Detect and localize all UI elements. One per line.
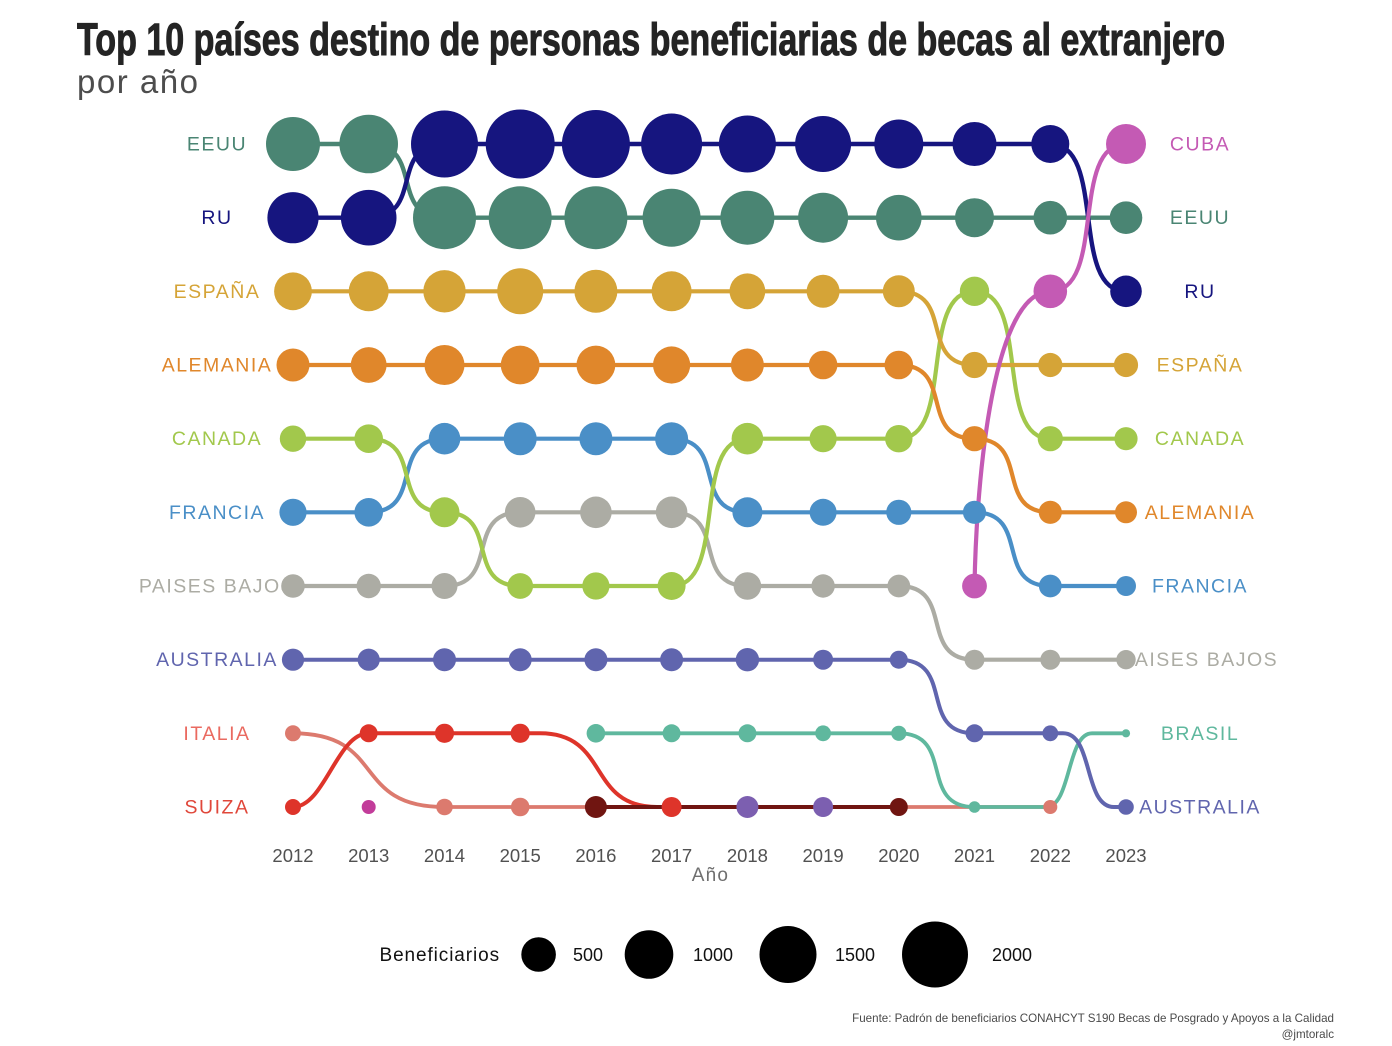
svg-text:2013: 2013 (348, 845, 389, 866)
svg-text:2017: 2017 (651, 845, 692, 866)
svg-text:CANADA: CANADA (1155, 428, 1245, 450)
svg-text:EEUU: EEUU (1170, 207, 1230, 229)
svg-text:FRANCIA: FRANCIA (169, 502, 265, 524)
svg-text:Año: Año (692, 865, 729, 886)
svg-text:2012: 2012 (272, 845, 313, 866)
svg-text:Beneficiarios: Beneficiarios (380, 945, 500, 966)
svg-text:2016: 2016 (575, 845, 616, 866)
svg-text:2018: 2018 (727, 845, 768, 866)
svg-text:2022: 2022 (1030, 845, 1071, 866)
svg-text:PAISES BAJOS: PAISES BAJOS (1122, 649, 1278, 671)
svg-text:ALEMANIA: ALEMANIA (162, 355, 273, 377)
svg-text:Top 10 países destino de perso: Top 10 países destino de personas benefi… (77, 14, 1225, 65)
svg-text:PAISES BAJOS: PAISES BAJOS (139, 576, 295, 598)
svg-text:ESPAÑA: ESPAÑA (174, 279, 261, 303)
svg-text:BRASIL: BRASIL (1161, 723, 1239, 745)
svg-text:EEUU: EEUU (187, 134, 247, 156)
svg-text:ITALIA: ITALIA (183, 723, 250, 745)
svg-text:ALEMANIA: ALEMANIA (1145, 502, 1256, 524)
svg-text:@jmtoralc: @jmtoralc (1282, 1028, 1335, 1041)
svg-text:FRANCIA: FRANCIA (1152, 576, 1248, 598)
svg-text:2020: 2020 (878, 845, 919, 866)
svg-text:RU: RU (1184, 281, 1215, 303)
svg-text:ESPAÑA: ESPAÑA (1157, 353, 1244, 377)
svg-text:500: 500 (573, 945, 603, 965)
svg-text:RU: RU (201, 207, 232, 229)
svg-text:2023: 2023 (1105, 845, 1146, 866)
svg-text:por año: por año (77, 63, 199, 100)
svg-text:2000: 2000 (992, 945, 1032, 965)
svg-text:Fuente: Padrón de beneficiario: Fuente: Padrón de beneficiarios CONAHCYT… (852, 1012, 1334, 1025)
svg-text:CUBA: CUBA (1170, 134, 1230, 156)
svg-text:AUSTRALIA: AUSTRALIA (1139, 797, 1261, 819)
svg-text:AUSTRALIA: AUSTRALIA (156, 649, 278, 671)
svg-text:1500: 1500 (835, 945, 875, 965)
svg-text:2021: 2021 (954, 845, 995, 866)
svg-text:1000: 1000 (693, 945, 733, 965)
svg-text:CANADA: CANADA (172, 428, 262, 450)
svg-text:2014: 2014 (424, 845, 465, 866)
svg-text:2015: 2015 (500, 845, 541, 866)
svg-text:SUIZA: SUIZA (185, 797, 250, 819)
svg-text:2019: 2019 (803, 845, 844, 866)
